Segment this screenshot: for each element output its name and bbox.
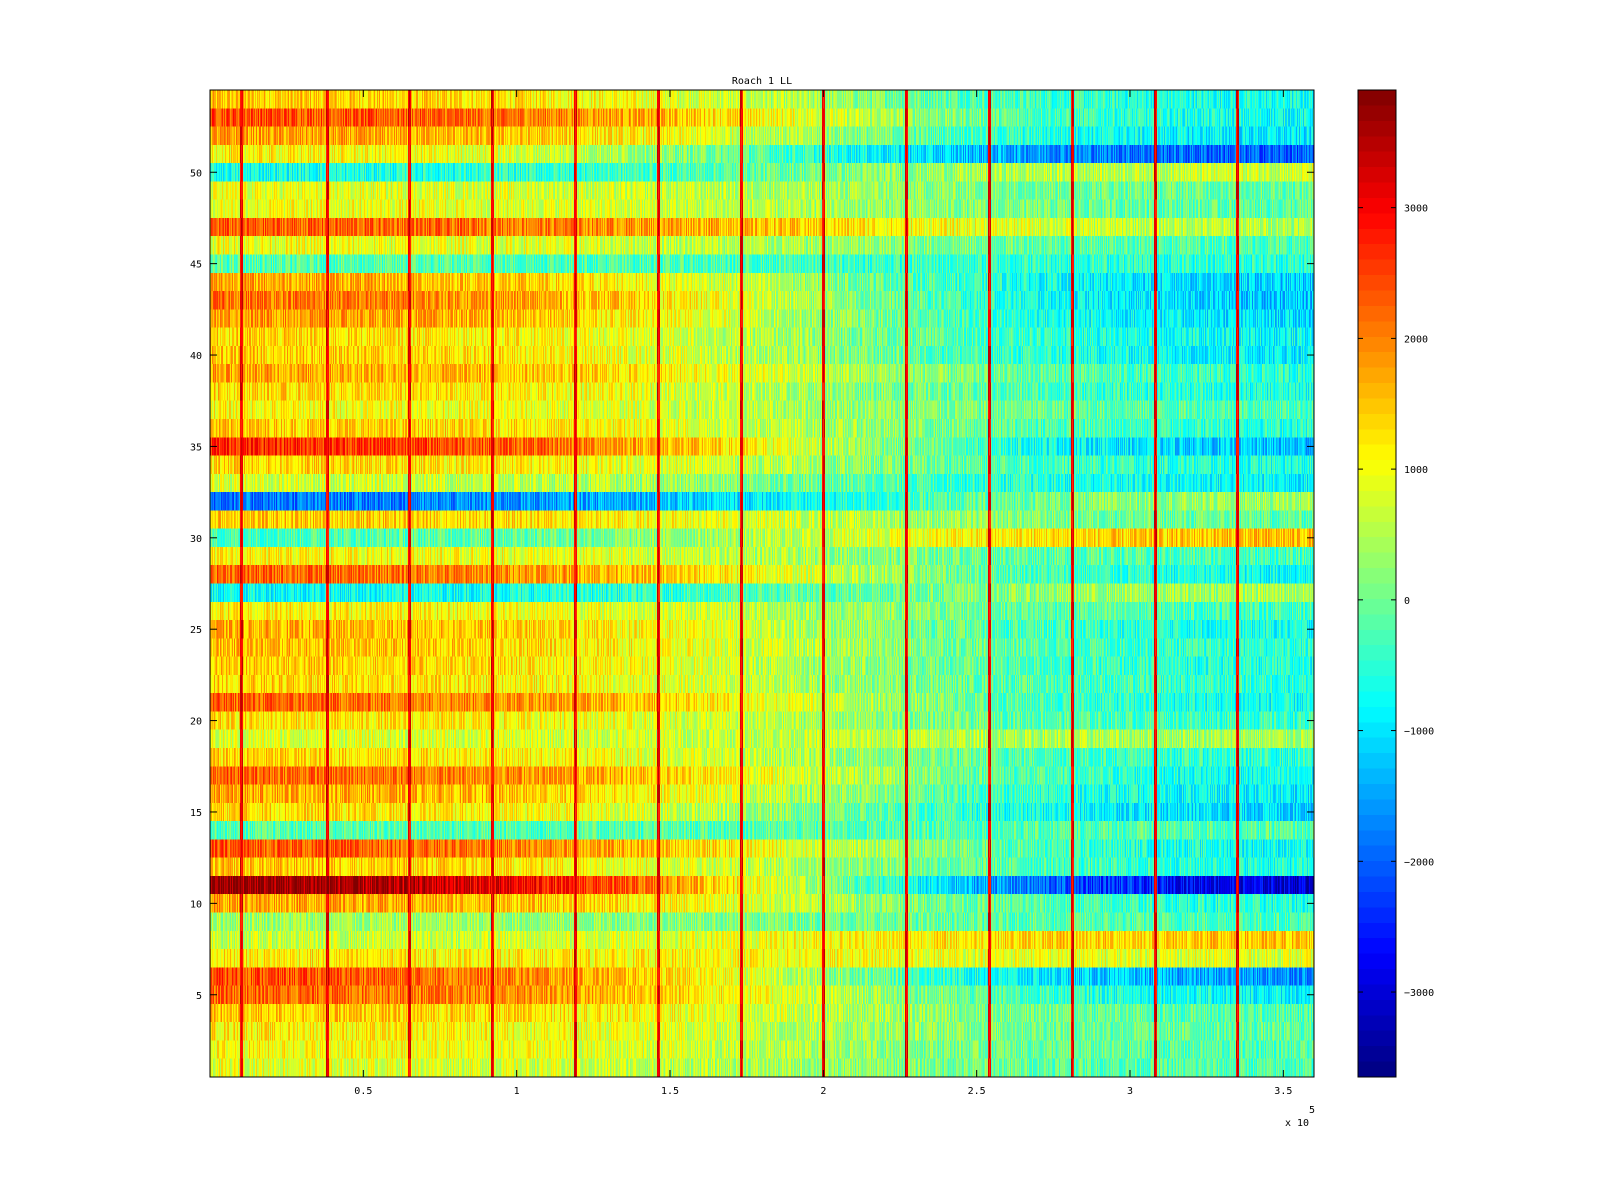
x-tick-label: 0.5	[354, 1086, 372, 1097]
x-tick-label: 3	[1127, 1086, 1133, 1097]
x-axis: 0.5 1 1.5 2 2.5 3 3.5	[354, 90, 1292, 1097]
colorbar-tick-label: 3000	[1404, 204, 1428, 215]
colorbar-tick-label: 2000	[1404, 334, 1428, 345]
colorbar-gradient	[1358, 90, 1396, 1077]
y-axis: 5 10 15 20 25 30 35 40 45 50	[190, 168, 1314, 1002]
x-tick-label: 2.5	[968, 1086, 986, 1097]
x-tick-label: 1.5	[661, 1086, 679, 1097]
colorbar-frame	[1357, 89, 1397, 1078]
x-tick-label: 1	[514, 1086, 520, 1097]
colorbar-tick-label: 1000	[1404, 465, 1428, 476]
y-tick-label: 20	[190, 717, 202, 728]
x-multiplier-exponent: 5	[1309, 1105, 1315, 1116]
x-multiplier-label: x 10	[1285, 1118, 1309, 1129]
chart-title: Roach 1 LL	[732, 76, 792, 87]
colorbar-tick-label: 0	[1404, 596, 1410, 607]
y-tick-label: 15	[190, 808, 202, 819]
y-tick-label: 10	[190, 899, 202, 910]
y-tick-label: 50	[190, 168, 202, 179]
x-tick-label: 2	[820, 1086, 826, 1097]
y-tick-label: 5	[196, 991, 202, 1002]
y-tick-label: 45	[190, 260, 202, 271]
y-tick-label: 35	[190, 442, 202, 453]
y-tick-label: 25	[190, 625, 202, 636]
y-tick-label: 40	[190, 351, 202, 362]
plot-frame	[209, 89, 1315, 1078]
colorbar-tick-label: −2000	[1404, 857, 1434, 868]
heatmap-image	[210, 90, 1314, 1077]
colorbar-tick-label: −1000	[1404, 727, 1434, 738]
colorbar-axis: 3000 2000 1000 0 −1000 −2000 −3000	[1358, 204, 1434, 999]
x-tick-label: 3.5	[1274, 1086, 1292, 1097]
colorbar-tick-label: −3000	[1404, 988, 1434, 999]
y-tick-label: 30	[190, 534, 202, 545]
